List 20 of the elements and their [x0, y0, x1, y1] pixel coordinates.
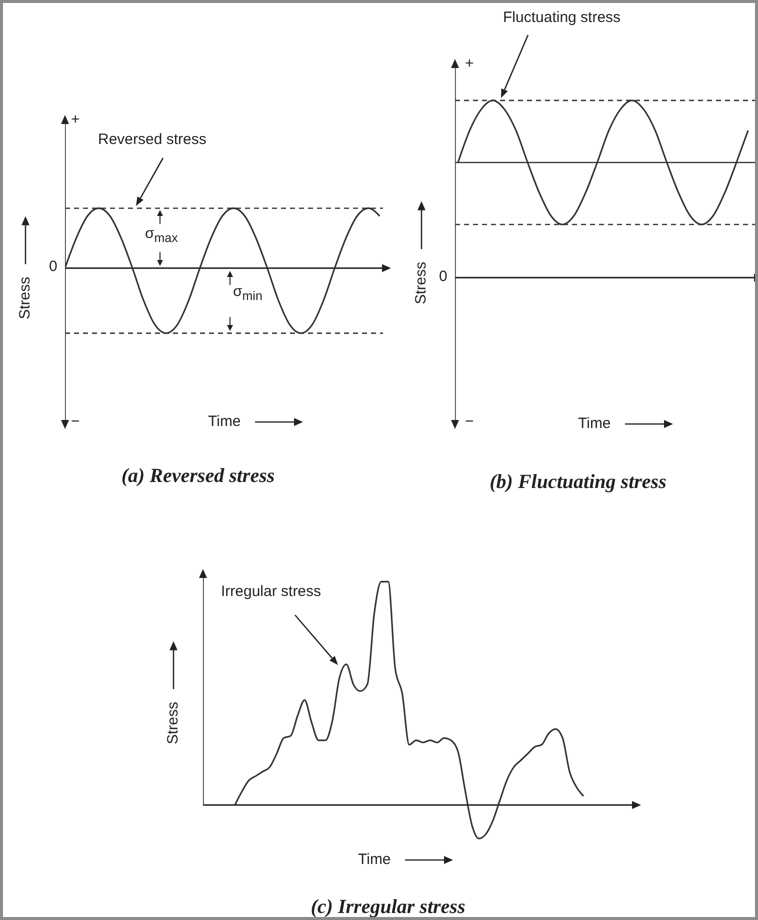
text: 0: [49, 258, 58, 275]
y-axis-title: Stress: [412, 262, 430, 304]
x-axis-title: Time: [578, 415, 611, 432]
text: +: [71, 111, 80, 128]
text: −: [465, 413, 474, 430]
text: (a) Reversed stress: [121, 465, 275, 488]
annotation: σ$_{min}$: [233, 283, 262, 303]
x-axis-title: Time: [358, 851, 391, 868]
text: −: [71, 413, 80, 430]
text: +: [465, 55, 474, 72]
text: Reversed stress: [98, 131, 206, 148]
text: Fluctuating stress: [503, 9, 621, 26]
text: (c) Irregular stress: [310, 896, 466, 919]
text: (b) Fluctuating stress: [490, 471, 666, 494]
annotation: Irregular stress: [221, 583, 322, 600]
text: 0: [439, 268, 448, 285]
y-axis-title: Stress: [164, 702, 182, 744]
y-axis-title: Stress: [16, 276, 34, 320]
annotation: σ$_{max}$: [145, 225, 178, 245]
x-axis-title: Time: [208, 413, 241, 430]
